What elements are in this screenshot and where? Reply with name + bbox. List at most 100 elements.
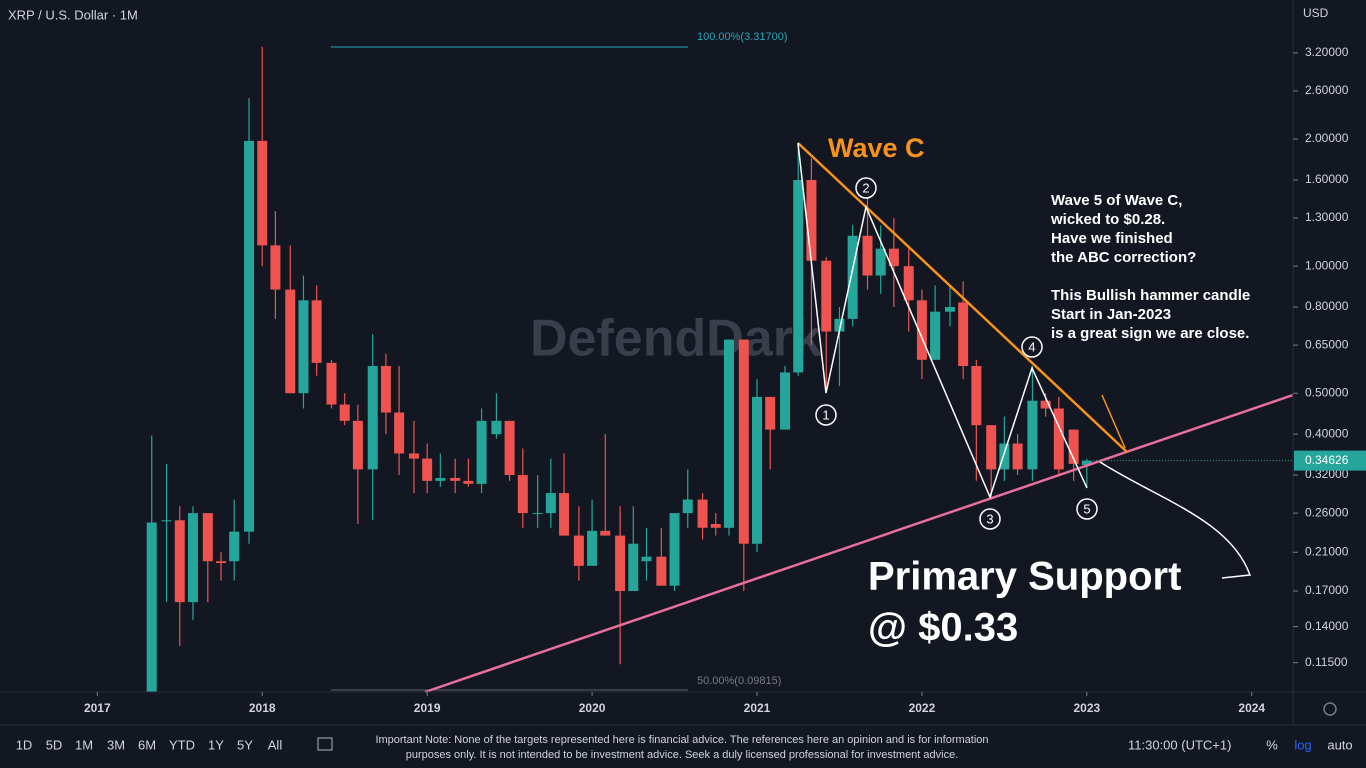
- candle-body: [834, 318, 845, 332]
- wave-number: 3: [986, 511, 993, 526]
- candle-body: [545, 493, 556, 514]
- fib-label: 100.00%(3.31700): [697, 31, 788, 43]
- candle-body: [656, 556, 667, 586]
- y-tick-label: 0.11500: [1305, 655, 1348, 669]
- candle-body: [559, 493, 570, 536]
- wave-number: 4: [1028, 339, 1035, 354]
- candle-body: [339, 404, 350, 421]
- candle-body: [1012, 443, 1023, 470]
- y-tick-label: 0.65000: [1305, 337, 1349, 351]
- candle-body: [641, 556, 652, 562]
- support-line: [424, 393, 1294, 694]
- fib-label: 50.00%(0.09815): [697, 675, 781, 687]
- candle-body: [930, 311, 941, 360]
- note: Start in Jan-2023: [1051, 306, 1171, 323]
- candle-body: [999, 443, 1010, 470]
- candle-body: [532, 513, 543, 515]
- note: is a great sign we are close.: [1051, 325, 1249, 342]
- wave-number: 5: [1083, 501, 1090, 516]
- candle-body: [285, 289, 296, 394]
- note: wicked to $0.28.: [1050, 211, 1165, 228]
- wave-marker: [855, 177, 877, 199]
- y-tick-label: 2.00000: [1305, 131, 1349, 145]
- timeframe-button[interactable]: 5Y: [237, 737, 253, 752]
- note-icon: [317, 737, 333, 751]
- y-tick-label: 0.26000: [1305, 505, 1349, 519]
- candle-body: [298, 300, 309, 394]
- y-tick-label: 0.17000: [1305, 583, 1349, 597]
- y-tick-label: 0.32000: [1305, 467, 1349, 481]
- y-tick-label: 1.60000: [1305, 172, 1349, 186]
- y-tick-label: 0.21000: [1305, 544, 1349, 558]
- candle-body: [422, 458, 433, 481]
- candle-body: [697, 499, 708, 528]
- wave-zigzag: [797, 142, 1088, 500]
- candle-body: [408, 453, 419, 459]
- clock: 11:30:00 (UTC+1): [1128, 737, 1231, 752]
- x-tick-label: 2019: [414, 701, 441, 715]
- x-tick-label: 2020: [579, 701, 606, 715]
- candle-body: [669, 513, 680, 586]
- x-tick-label: 2022: [909, 701, 936, 715]
- candle-body: [888, 248, 899, 267]
- watermark: DefendDark: [530, 310, 822, 368]
- timeframe-button[interactable]: 1D: [16, 737, 33, 752]
- y-tick-label: 3.20000: [1305, 45, 1349, 59]
- timeframe-button[interactable]: 5D: [46, 737, 63, 752]
- support-text: @ $0.33: [868, 606, 1018, 650]
- toolbar: 1D 5D 1M 3M 6M YTD 1Y 5Y All Important Note: None…: [16, 734, 1353, 761]
- candle-body: [600, 530, 611, 536]
- candle-body: [1081, 460, 1092, 466]
- wave-marker: [815, 404, 837, 426]
- candle-body: [875, 248, 886, 276]
- candle-body: [229, 531, 240, 562]
- scale-button[interactable]: log: [1294, 737, 1311, 752]
- candle-body: [244, 140, 255, 532]
- candle-body: [517, 475, 528, 514]
- candle-body: [450, 477, 461, 481]
- y-tick-label: 2.60000: [1305, 83, 1349, 97]
- note: Wave 5 of Wave C,: [1051, 192, 1182, 209]
- note: Have we finished: [1051, 230, 1173, 247]
- candle-body: [202, 513, 213, 562]
- currency[interactable]: USD: [1303, 6, 1329, 20]
- x-tick-label: 2017: [84, 701, 111, 715]
- settings-icon[interactable]: [1323, 702, 1337, 716]
- candle-body: [161, 520, 172, 522]
- timeframe-button[interactable]: 1Y: [208, 737, 224, 752]
- support-text: Primary Support: [868, 555, 1181, 599]
- wave-number: 2: [862, 180, 869, 195]
- candle-body: [174, 520, 185, 603]
- timeframe-button[interactable]: 6M: [138, 737, 156, 752]
- candle-body: [215, 561, 226, 564]
- plot: [146, 46, 1092, 692]
- disclaimer: purposes only. It is not intended to be …: [406, 749, 959, 761]
- candle-body: [821, 260, 832, 332]
- candle-body: [806, 179, 817, 261]
- candle-body: [146, 522, 157, 692]
- timeframe-button[interactable]: 1M: [75, 737, 93, 752]
- candle-body: [504, 420, 515, 476]
- candle-body: [738, 339, 749, 544]
- scale-button[interactable]: auto: [1327, 737, 1352, 752]
- candle-body: [1068, 429, 1079, 464]
- timeframe-button[interactable]: All: [268, 737, 283, 752]
- candle-body: [751, 396, 762, 544]
- timeframe-button[interactable]: YTD: [169, 737, 195, 752]
- scale-button[interactable]: %: [1266, 737, 1278, 752]
- y-tick-label: 0.50000: [1305, 385, 1349, 399]
- wave-label: Wave C: [828, 133, 925, 163]
- y-tick-label: 1.30000: [1305, 210, 1349, 224]
- candle-body: [682, 499, 693, 514]
- last-price-label: 0.34626: [1305, 453, 1349, 467]
- wave-marker: [979, 508, 1001, 530]
- candle-body: [435, 477, 446, 481]
- y-tick-label: 0.40000: [1305, 426, 1349, 440]
- timeframe-button[interactable]: 3M: [107, 737, 125, 752]
- candle-body: [367, 366, 378, 470]
- candle-body: [765, 396, 776, 430]
- candle-body: [257, 140, 268, 246]
- candle-body: [793, 179, 804, 373]
